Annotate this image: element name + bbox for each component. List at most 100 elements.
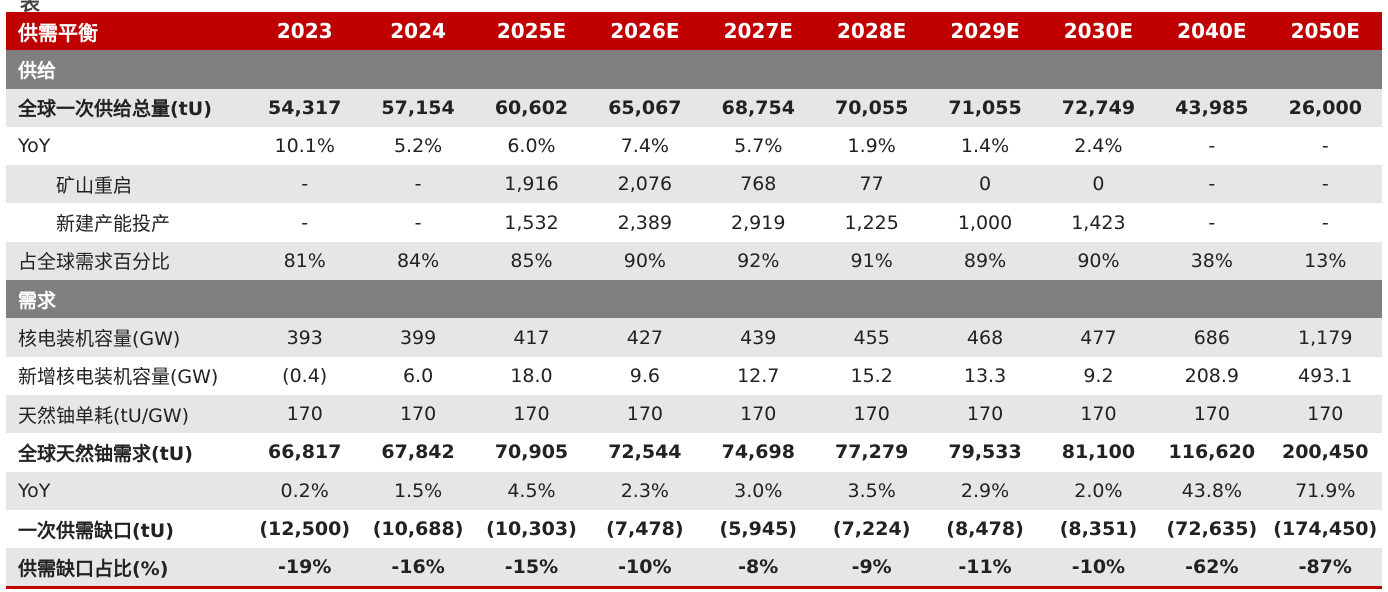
table-cell: 79,533 bbox=[948, 441, 1022, 464]
table-cell: 5.2% bbox=[393, 135, 443, 158]
table-cell: 89% bbox=[928, 241, 1042, 281]
table-cell: 1.9% bbox=[847, 135, 896, 158]
row-label: 新建产能投产 bbox=[56, 213, 171, 236]
table-cell: 170 bbox=[588, 394, 702, 434]
table-cell: 90% bbox=[588, 241, 702, 281]
table-cell: 65,067 bbox=[588, 88, 702, 127]
row-label: 占全球需求百分比 bbox=[6, 241, 248, 281]
table-cell: -10% bbox=[588, 548, 702, 590]
table-cell: (8,478) bbox=[946, 518, 1024, 540]
table-cell: -15% bbox=[474, 548, 589, 590]
table-cell: 1.5% bbox=[361, 471, 475, 510]
table-cell: -62% bbox=[1155, 548, 1269, 590]
table-row: 新增核电装机容量(GW) (0.4) 6.0 18.0 9.6 12.7 15.2 13.3 9… bbox=[6, 357, 1382, 395]
table-cell: 18.0 bbox=[510, 364, 553, 387]
table-cell: 10.1% bbox=[274, 135, 335, 158]
table-cell: 13% bbox=[1268, 241, 1382, 281]
year-header: 2050E bbox=[1268, 12, 1382, 51]
table-cell: 2.4% bbox=[1074, 135, 1123, 158]
table-cell: 1,000 bbox=[957, 211, 1013, 234]
table-cell: 170 bbox=[474, 394, 589, 434]
table-cell: 170 bbox=[248, 394, 362, 434]
table-cell: 1,179 bbox=[1268, 318, 1382, 357]
table-cell: 67,842 bbox=[381, 441, 455, 464]
table-row: 天然铀单耗(tU/GW) 170 170 170 170 170 170 170 170 170 1… bbox=[6, 394, 1382, 434]
table-cell: 54,317 bbox=[248, 88, 362, 127]
table-cell: 768 bbox=[701, 165, 815, 204]
table-cell: 66,817 bbox=[268, 441, 342, 464]
row-label: 天然铀单耗(tU/GW) bbox=[6, 394, 248, 434]
table-cell: 477 bbox=[1041, 318, 1156, 357]
table-cell: 5.7% bbox=[734, 135, 783, 158]
table-cell: 84% bbox=[361, 241, 475, 281]
year-header: 2040E bbox=[1155, 12, 1269, 51]
table-cell: 77,279 bbox=[834, 441, 909, 464]
year-header: 2028E bbox=[814, 12, 929, 51]
header-row: 供需平衡 2023 2024 2025E 2026E 2027E 2028E 2… bbox=[6, 12, 1382, 51]
table-cell: (7,224) bbox=[832, 518, 911, 540]
table-cell: 57,154 bbox=[361, 88, 475, 127]
table-cell: 3.0% bbox=[701, 471, 815, 510]
table-row: 矿山重启 - -1,916 2,076 768 77 0 0- - bbox=[6, 165, 1382, 204]
table-cell: 77 bbox=[814, 165, 929, 204]
table-row: 新建产能投产 - - 1,532 2,389 2,919 1,225 1,000 1,423 - - bbox=[6, 203, 1382, 241]
table-cell: (10,688) bbox=[372, 518, 464, 540]
table-cell: 71,055 bbox=[928, 88, 1042, 127]
table-cell: 92% bbox=[701, 241, 815, 281]
table-cell: (8,351) bbox=[1059, 518, 1138, 540]
table-cell: 2,919 bbox=[731, 211, 786, 234]
table-cell: 393 bbox=[248, 318, 362, 357]
year-header: 2029E bbox=[928, 12, 1042, 51]
table-cell: 686 bbox=[1155, 318, 1269, 357]
table-cell: 399 bbox=[361, 318, 475, 357]
table-cell: 12.7 bbox=[737, 364, 780, 387]
table-cell: 4.5% bbox=[474, 471, 589, 510]
year-header: 2027E bbox=[701, 12, 815, 51]
row-label: 新增核电装机容量(GW) bbox=[18, 366, 219, 389]
table-cell: 9.6 bbox=[629, 364, 660, 387]
table-cell: -10% bbox=[1041, 548, 1156, 590]
table-cell: (174,450) bbox=[1273, 518, 1378, 540]
table-cell: 417 bbox=[474, 318, 589, 357]
table-cell: 439 bbox=[701, 318, 815, 357]
cropped-caption-strip: 表 bbox=[0, 0, 1388, 12]
table-cell: 74,698 bbox=[721, 441, 795, 464]
table-cell: 170 bbox=[1155, 394, 1269, 434]
table-cell: 0 bbox=[928, 165, 1042, 204]
section-label: 需求 bbox=[6, 280, 1382, 319]
table-cell: 116,620 bbox=[1168, 441, 1256, 464]
table-cell: 68,754 bbox=[701, 88, 815, 127]
table-cell: (7,478) bbox=[606, 518, 684, 540]
table-cell: -16% bbox=[361, 548, 475, 590]
table-cell: 1.4% bbox=[960, 135, 1010, 158]
table-cell: - bbox=[1208, 135, 1216, 158]
table-cell: 0.2% bbox=[248, 471, 362, 510]
table-cell: (5,945) bbox=[719, 518, 797, 540]
table-cell: (72,635) bbox=[1166, 518, 1258, 540]
table-cell: -87% bbox=[1268, 548, 1382, 590]
table-cell: - bbox=[1321, 211, 1329, 234]
table-cell: 2,076 bbox=[588, 165, 702, 204]
table-cell: 170 bbox=[1041, 394, 1156, 434]
section-label: 供给 bbox=[6, 50, 1382, 89]
table-cell: 2.3% bbox=[588, 471, 702, 510]
year-header: 2030E bbox=[1041, 12, 1156, 51]
table-cell: - bbox=[301, 211, 309, 234]
table-cell: -8% bbox=[701, 548, 815, 590]
table-cell: 427 bbox=[588, 318, 702, 357]
table-row: 占全球需求百分比 81% 84% 85% 90% 92% 91% 89% 90% 38% 13% bbox=[6, 241, 1382, 281]
table-cell: 1,423 bbox=[1071, 211, 1126, 234]
table-row: YoY 10.1% 5.2% 6.0% 7.4% 5.7% 1.9% 1.4% 2.4% - - bbox=[6, 127, 1382, 165]
header-label: 供需平衡 bbox=[6, 12, 248, 51]
table-cell: 72,544 bbox=[608, 441, 682, 464]
table-row: 供需缺口占比(%) -19% -16% -15% -10% -8% -9% -11% -10% -… bbox=[6, 548, 1382, 590]
table-row: 一次供需缺口(tU) (12,500) (10,688) (10,303) (7,478… bbox=[6, 510, 1382, 548]
row-label: YoY bbox=[6, 471, 248, 510]
table-cell: 26,000 bbox=[1268, 88, 1382, 127]
table-cell: 2,389 bbox=[617, 211, 673, 234]
table-cell: 43.8% bbox=[1155, 471, 1269, 510]
row-label: 核电装机容量(GW) bbox=[6, 318, 248, 357]
table-cell: 70,905 bbox=[494, 441, 569, 464]
table-cell: 6.0% bbox=[507, 135, 556, 158]
table-cell: - bbox=[248, 165, 362, 204]
